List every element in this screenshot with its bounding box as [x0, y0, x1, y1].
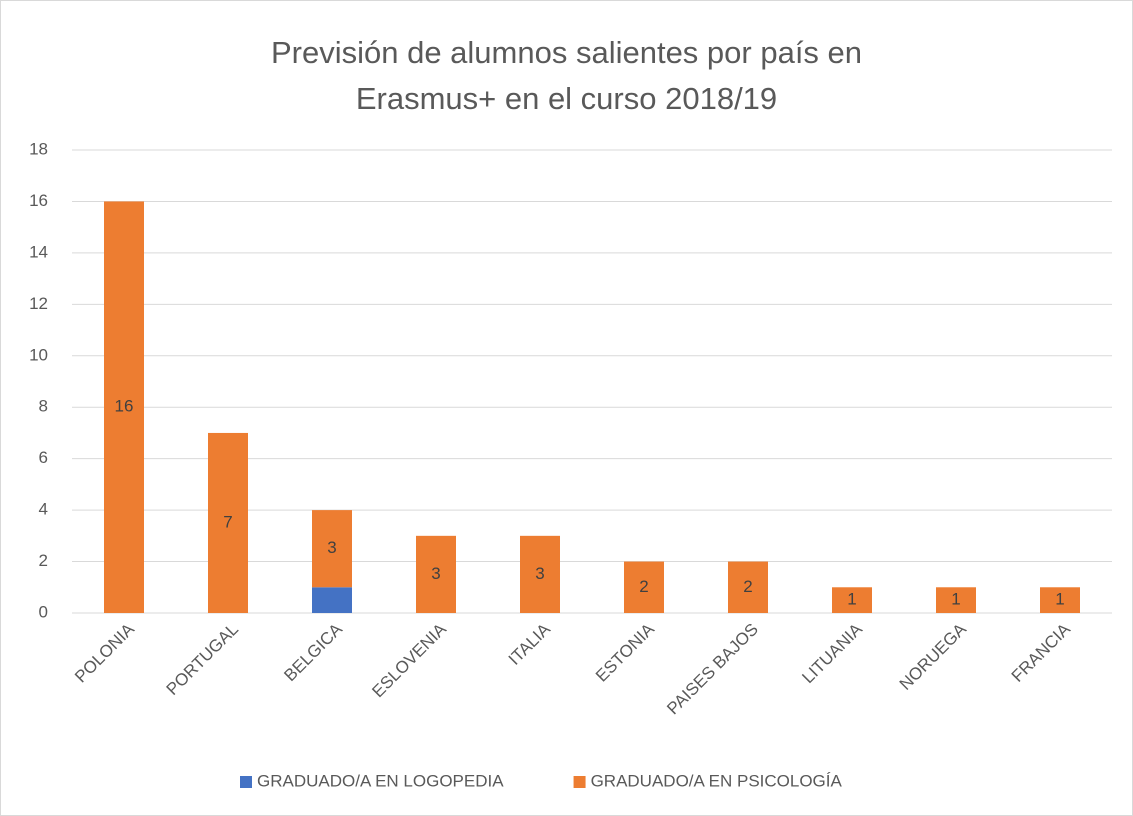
x-tick-label: ITALIA — [505, 619, 555, 669]
x-tick-label: ESLOVENIA — [368, 619, 450, 701]
y-tick-label: 6 — [39, 448, 48, 467]
bar-segment — [1040, 587, 1080, 613]
data-label: 1 — [847, 590, 856, 609]
bar-segment — [832, 587, 872, 613]
x-tick-label: ESTONIA — [592, 619, 658, 685]
x-tick-label: POLONIA — [71, 619, 138, 686]
y-tick-label: 10 — [29, 345, 48, 364]
data-label: 2 — [743, 577, 752, 596]
chart-title: Previsión de alumnos salientes por país … — [270, 35, 863, 116]
bar-segment — [312, 510, 352, 588]
data-label: 3 — [535, 564, 544, 583]
data-label: 2 — [639, 577, 648, 596]
y-tick-label: 14 — [29, 242, 48, 261]
y-tick-label: 18 — [29, 139, 48, 158]
y-tick-label: 4 — [39, 500, 48, 519]
y-tick-label: 16 — [29, 191, 48, 210]
data-label: 3 — [431, 564, 440, 583]
legend-label: GRADUADO/A EN PSICOLOGÍA — [591, 771, 843, 790]
y-tick-label: 8 — [39, 397, 48, 416]
x-tick-label: FRANCIA — [1008, 619, 1075, 686]
legend-swatch — [240, 776, 252, 788]
data-label: 3 — [327, 538, 336, 557]
y-tick-label: 0 — [39, 602, 48, 621]
bar-segment — [728, 561, 768, 613]
x-tick-label: LITUANIA — [798, 619, 866, 687]
x-tick-label: PAISES BAJOS — [663, 620, 762, 719]
bar-segment — [624, 561, 664, 613]
x-tick-label: BELGICA — [280, 619, 346, 685]
bar-segment — [416, 535, 456, 613]
x-tick-label: NORUEGA — [896, 619, 971, 694]
bar-segment — [104, 201, 144, 613]
y-tick-label: 2 — [39, 551, 48, 570]
legend-label: GRADUADO/A EN LOGOPEDIA — [257, 771, 504, 790]
legend-swatch — [573, 776, 586, 788]
data-label: 1 — [1055, 590, 1064, 609]
data-label: 7 — [223, 512, 232, 531]
bar-segment — [520, 535, 560, 613]
x-tick-label: PORTUGAL — [163, 620, 242, 699]
data-label: 16 — [115, 397, 134, 416]
y-tick-label: 12 — [29, 294, 48, 313]
bar-segment — [936, 587, 976, 613]
bar-segment — [208, 432, 248, 613]
bar-segment — [312, 587, 352, 613]
data-label: 1 — [951, 590, 960, 609]
